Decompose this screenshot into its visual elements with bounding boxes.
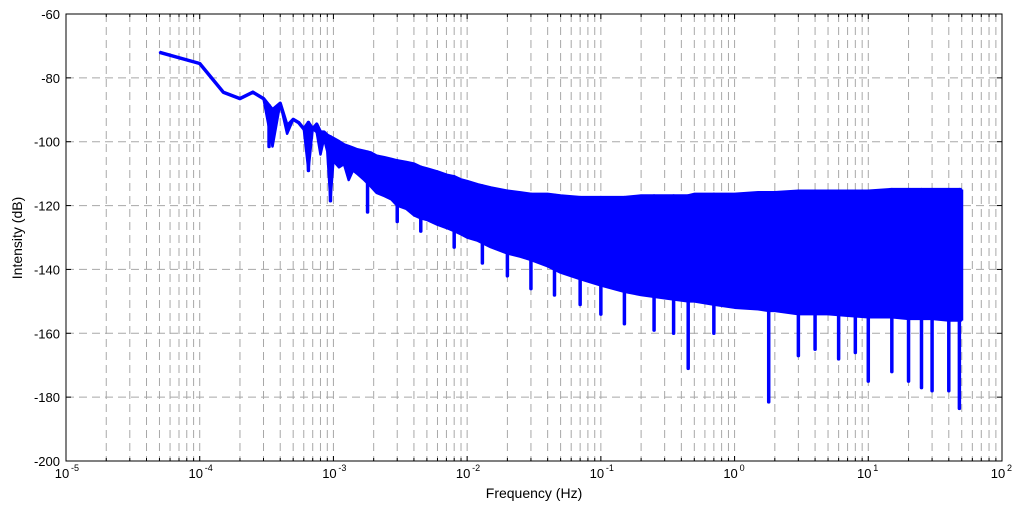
y-tick-label: -80 bbox=[41, 71, 60, 86]
y-tick-label: -120 bbox=[34, 199, 60, 214]
x-tick-exponent: -2 bbox=[472, 463, 480, 473]
plot-frame bbox=[65, 13, 1003, 462]
tick-layer bbox=[65, 13, 1002, 462]
x-tick-label: 10 bbox=[991, 466, 1005, 481]
x-tick-label: 10 bbox=[456, 466, 470, 481]
x-tick-exponent: -1 bbox=[606, 463, 614, 473]
y-tick-label: -60 bbox=[41, 7, 60, 22]
x-tick-label: 10 bbox=[857, 466, 871, 481]
x-axis-label: Frequency (Hz) bbox=[486, 485, 582, 501]
x-tick-exponent: -5 bbox=[71, 463, 79, 473]
x-tick-label: 10 bbox=[590, 466, 604, 481]
y-tick-label: -200 bbox=[34, 454, 60, 469]
x-tick-exponent: 1 bbox=[873, 463, 878, 473]
x-tick-label: 10 bbox=[723, 466, 737, 481]
x-tick-label: 10 bbox=[188, 466, 202, 481]
y-tick-label: -160 bbox=[34, 326, 60, 341]
x-tick-exponent: -3 bbox=[338, 463, 346, 473]
y-tick-label: -100 bbox=[34, 135, 60, 150]
x-tick-label: 10 bbox=[55, 466, 69, 481]
signal-lower-line bbox=[159, 51, 962, 322]
y-tick-label: -180 bbox=[34, 390, 60, 405]
y-tick-label: -140 bbox=[34, 262, 60, 277]
signal-upper-line bbox=[159, 50, 962, 200]
x-tick-label: 10 bbox=[322, 466, 336, 481]
x-tick-exponent: -4 bbox=[205, 463, 213, 473]
y-axis-label: Intensity (dB) bbox=[9, 197, 25, 279]
x-tick-exponent: 0 bbox=[740, 463, 745, 473]
signal-line-layer bbox=[159, 50, 964, 322]
signal-spike-layer bbox=[267, 103, 962, 411]
x-tick-exponent: 2 bbox=[1007, 463, 1012, 473]
